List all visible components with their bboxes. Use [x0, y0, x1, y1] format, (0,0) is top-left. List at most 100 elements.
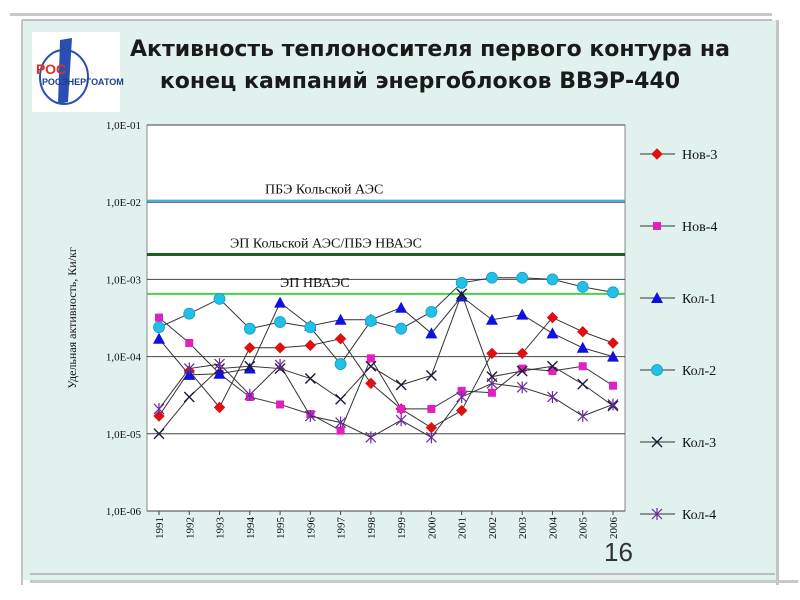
data-point — [546, 360, 558, 372]
data-point — [213, 401, 226, 414]
legend-marker — [651, 148, 663, 160]
data-point — [609, 381, 617, 390]
data-point — [213, 367, 226, 379]
data-point — [395, 379, 407, 391]
frame-line — [776, 20, 779, 585]
data-point — [455, 277, 468, 289]
slide-title: Активность теплоносителя первого контура… — [130, 34, 730, 98]
series-line — [158, 277, 614, 365]
data-point — [516, 271, 529, 284]
legend-label: Кол-4 — [682, 508, 716, 523]
x-tick-label: 1994 — [245, 517, 257, 540]
data-point — [425, 369, 437, 381]
data-point — [334, 358, 347, 370]
series-layer — [153, 271, 619, 444]
frame-line — [30, 573, 775, 575]
data-point — [183, 391, 195, 403]
data-point — [334, 333, 347, 345]
data-point — [486, 347, 498, 360]
reference-line-label: ЭП Кольской АЭС/ПБЭ НВАЭС — [230, 237, 422, 252]
data-point — [395, 414, 407, 427]
data-point — [365, 360, 377, 372]
y-axis-label: Удельная активность, Ки/кг — [65, 247, 79, 389]
data-point — [425, 431, 437, 444]
reference-lines: ПБЭ Кольской АЭС ЭП Кольской АЭС/ПБЭ НВАЭ… — [147, 183, 625, 295]
data-point — [153, 402, 165, 415]
x-tick-label: 2000 — [426, 517, 438, 540]
data-point — [487, 388, 496, 397]
data-point — [243, 322, 256, 335]
series-circle — [153, 271, 619, 370]
data-point — [153, 428, 165, 440]
y-tick-label: 1,0E-01 — [106, 120, 141, 132]
logo-text: РОСЭНЕРГОАТОМ — [42, 77, 124, 87]
data-point — [397, 404, 406, 413]
x-tick-label: 1995 — [275, 517, 287, 540]
data-point — [486, 377, 498, 390]
data-point — [304, 339, 317, 352]
page-number: 16 — [604, 537, 633, 567]
data-point — [304, 321, 317, 334]
data-point — [485, 313, 498, 325]
data-point — [578, 362, 587, 371]
data-point — [335, 416, 347, 429]
series-star — [153, 358, 619, 444]
legend-marker — [653, 222, 661, 230]
series-line — [158, 317, 614, 432]
data-point — [334, 313, 347, 325]
frame-line — [22, 19, 772, 21]
y-tick-label: 1,0E-03 — [106, 274, 142, 286]
data-point — [456, 288, 468, 300]
data-point — [244, 342, 256, 354]
plot-area — [146, 124, 626, 512]
x-tick-label: 1999 — [396, 517, 408, 540]
chart: 1,0E-01 1,0E-02 1,0E-03 1,0E-04 1,0E-05 1,0E-… — [30, 118, 778, 548]
data-point — [153, 332, 165, 344]
data-point — [335, 393, 347, 405]
data-point — [244, 360, 256, 372]
legend-marker — [651, 436, 663, 448]
data-point — [607, 337, 619, 349]
data-point — [546, 327, 559, 339]
x-tick-label: 1993 — [215, 517, 227, 540]
data-point — [304, 410, 316, 423]
series-line — [158, 292, 614, 435]
legend-marker — [651, 292, 663, 303]
data-point — [516, 365, 528, 377]
series-line — [158, 363, 614, 438]
legend-marker — [651, 508, 663, 520]
data-point — [607, 398, 619, 411]
data-point — [425, 305, 438, 318]
data-point — [183, 362, 195, 375]
x-tick-label: 1991 — [154, 517, 166, 539]
title-line-1: Активность теплоносителя первого контура… — [130, 37, 730, 62]
reference-line-label: ПБЭ Кольской АЭС — [265, 183, 383, 198]
logo-icon: РОС — [36, 38, 89, 105]
data-point — [516, 347, 528, 360]
data-point — [274, 316, 286, 328]
data-point — [427, 404, 436, 413]
x-tick-label: 2006 — [608, 517, 620, 540]
data-point — [336, 426, 345, 435]
data-point — [153, 321, 165, 334]
data-point — [607, 286, 619, 299]
legend-label: Кол-3 — [682, 436, 716, 451]
data-point — [395, 301, 408, 313]
series-line — [158, 295, 614, 376]
legend-label: Нов-4 — [682, 220, 717, 235]
data-point — [546, 311, 559, 324]
x-tick-label: 1997 — [336, 517, 348, 540]
legend-label: Кол-1 — [682, 292, 716, 307]
legend: Нов-3 Нов-4 Кол-1 Кол-2 Кол-3 Кол-4 — [640, 148, 717, 523]
plot-background — [146, 124, 626, 512]
data-point — [214, 358, 225, 371]
data-point — [213, 292, 226, 305]
data-point — [516, 381, 528, 394]
x-tick-label: 2005 — [578, 517, 590, 540]
reference-line-label: ЭП НВАЭС — [280, 276, 350, 291]
logo: РОС РОСЭНЕРГОАТОМ — [32, 32, 124, 112]
data-point — [577, 410, 589, 423]
data-point — [577, 378, 589, 390]
data-point — [518, 364, 527, 373]
legend-label: Нов-3 — [682, 148, 717, 163]
